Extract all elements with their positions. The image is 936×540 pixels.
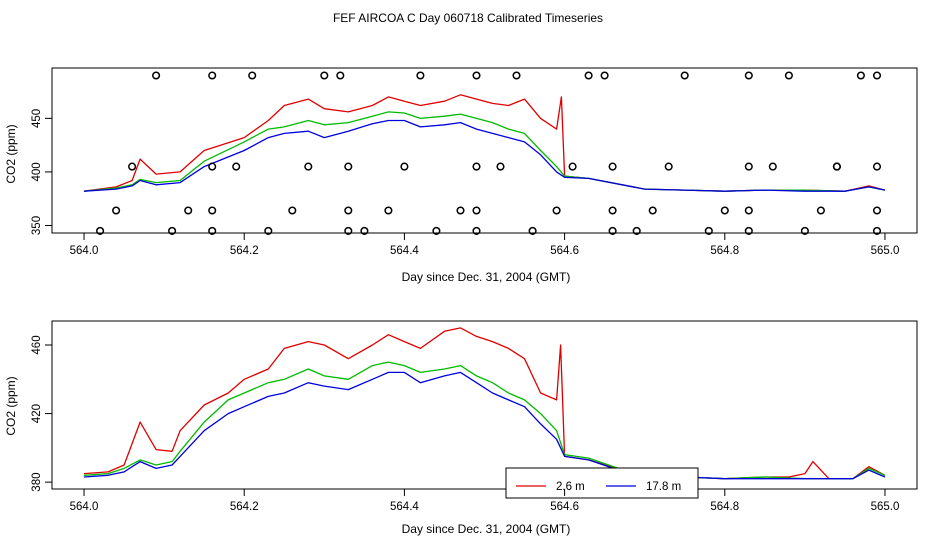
top-marker-r3-13 xyxy=(800,226,809,235)
top-marker-r3-4 xyxy=(344,226,353,235)
bottom-y-tick-label-1: 420 xyxy=(31,404,43,423)
top-marker-r1-8 xyxy=(568,162,577,171)
bottom-x-tick-label-1: 564.2 xyxy=(230,501,259,513)
top-marker-r2-0 xyxy=(112,206,121,215)
bottom-series-17.8m xyxy=(83,371,886,480)
top-marker-r2-13 xyxy=(816,206,825,215)
top-marker-r2-4 xyxy=(344,206,353,215)
top-marker-r3-5 xyxy=(360,226,369,235)
top-marker-r2-1 xyxy=(184,206,193,215)
top-marker-r0-0 xyxy=(152,71,161,80)
top-marker-r0-6 xyxy=(472,71,481,80)
top-marker-r3-0 xyxy=(96,226,105,235)
top-marker-r3-10 xyxy=(632,226,641,235)
top-marker-r2-9 xyxy=(608,206,617,215)
top-marker-r2-3 xyxy=(288,206,297,215)
top-marker-r3-9 xyxy=(608,226,617,235)
figure-title: FEF AIRCOA C Day 060718 Calibrated Times… xyxy=(333,11,603,25)
top-marker-r0-1 xyxy=(208,71,217,80)
top-marker-r2-2 xyxy=(208,206,217,215)
top-marker-r1-4 xyxy=(344,162,353,171)
bottom-x-axis-label: Day since Dec. 31, 2004 (GMT) xyxy=(402,522,571,536)
top-marker-r2-14 xyxy=(872,206,882,215)
top-x-tick-label-2: 564.4 xyxy=(390,245,419,257)
top-marker-r1-9 xyxy=(608,162,617,171)
top-marker-r1-3 xyxy=(304,162,313,171)
bottom-series-7.8m xyxy=(83,361,886,480)
bottom-x-tick-label-4: 564.8 xyxy=(710,501,739,513)
top-marker-r0-10 xyxy=(680,71,689,80)
bottom-y-axis-label: CO2 (ppm) xyxy=(4,376,18,435)
top-series-2.6m xyxy=(83,94,886,192)
top-marker-r1-1 xyxy=(208,162,217,171)
top-marker-r1-0 xyxy=(128,162,137,171)
bottom-y-tick-label-2: 460 xyxy=(31,335,43,354)
top-y-tick-label-2: 450 xyxy=(31,109,43,128)
legend-label-2.6m: 2.6 m xyxy=(556,481,585,493)
top-marker-r3-2 xyxy=(208,226,217,235)
top-marker-r2-8 xyxy=(552,206,561,215)
top-marker-r0-13 xyxy=(856,71,865,80)
top-marker-r1-5 xyxy=(400,162,409,171)
top-marker-r0-5 xyxy=(416,71,425,80)
top-marker-r2-12 xyxy=(744,206,753,215)
top-marker-r3-1 xyxy=(168,226,177,235)
top-x-axis-label: Day since Dec. 31, 2004 (GMT) xyxy=(402,270,571,284)
top-marker-r0-11 xyxy=(744,71,753,80)
top-marker-r2-11 xyxy=(720,206,729,215)
top-marker-r0-14 xyxy=(872,71,882,80)
legend: 2.6 m 17.8 m xyxy=(505,467,699,499)
top-x-tick-label-3: 564.6 xyxy=(550,245,579,257)
top-marker-r1-11 xyxy=(744,162,753,171)
top-marker-r3-11 xyxy=(704,226,713,235)
top-marker-r3-12 xyxy=(744,226,753,235)
top-marker-r1-6 xyxy=(472,162,481,171)
top-marker-r0-4 xyxy=(336,71,345,80)
top-x-tick-label-4: 564.8 xyxy=(710,245,739,257)
top-marker-r1-7 xyxy=(496,162,505,171)
legend-box xyxy=(505,467,699,499)
top-marker-r0-8 xyxy=(584,71,593,80)
top-marker-r2-7 xyxy=(472,206,481,215)
top-marker-r2-6 xyxy=(456,206,465,215)
top-y-axis-label: CO2 (ppm) xyxy=(4,124,18,183)
top-marker-r0-2 xyxy=(248,71,257,80)
top-series-17.8m xyxy=(83,119,886,192)
top-panel: Day since Dec. 31, 2004 (GMT) CO2 (ppm) … xyxy=(4,67,918,284)
bottom-plot-frame xyxy=(51,320,918,490)
top-marker-r3-3 xyxy=(264,226,273,235)
top-marker-r0-7 xyxy=(512,71,521,80)
top-marker-r1-12 xyxy=(768,162,777,171)
top-marker-r0-12 xyxy=(784,71,793,80)
top-marker-r1-14 xyxy=(832,162,841,171)
bottom-y-tick-label-0: 380 xyxy=(31,473,43,492)
legend-label-17.8m: 17.8 m xyxy=(646,481,681,493)
bottom-x-tick-label-0: 564.0 xyxy=(70,501,99,513)
top-marker-r2-10 xyxy=(648,206,657,215)
bottom-x-tick-label-5: 565.0 xyxy=(871,501,900,513)
top-y-tick-label-1: 400 xyxy=(31,162,43,181)
bottom-x-tick-label-2: 564.4 xyxy=(390,501,419,513)
top-marker-r0-9 xyxy=(600,71,609,80)
bottom-series-2.6m xyxy=(83,327,886,480)
top-marker-r3-7 xyxy=(472,226,481,235)
bottom-x-tick-label-3: 564.6 xyxy=(550,501,579,513)
top-x-tick-label-1: 564.2 xyxy=(230,245,259,257)
top-marker-r3-6 xyxy=(432,226,441,235)
top-marker-r0-3 xyxy=(320,71,329,80)
top-marker-r2-5 xyxy=(384,206,393,215)
top-y-tick-label-0: 350 xyxy=(31,216,43,235)
top-plot-frame xyxy=(51,67,918,234)
top-x-tick-label-0: 564.0 xyxy=(70,245,99,257)
top-marker-r1-15 xyxy=(872,162,882,171)
top-series-7.8m xyxy=(83,111,886,192)
top-marker-r1-10 xyxy=(664,162,673,171)
top-marker-r1-2 xyxy=(232,162,241,171)
bottom-panel: Day since Dec. 31, 2004 (GMT) CO2 (ppm) … xyxy=(4,320,918,536)
top-marker-r3-8 xyxy=(528,226,537,235)
top-marker-r3-14 xyxy=(872,226,882,235)
top-x-tick-label-5: 565.0 xyxy=(871,245,900,257)
